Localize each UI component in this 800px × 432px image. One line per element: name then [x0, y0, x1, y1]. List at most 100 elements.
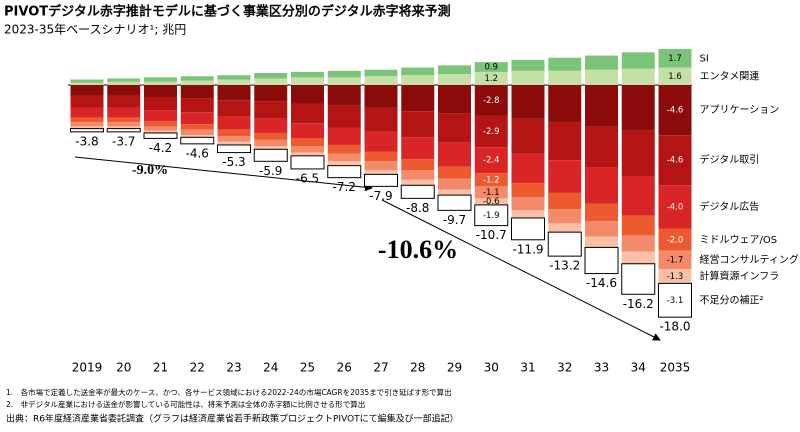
bar-segment [548, 209, 582, 224]
bar-segment [217, 141, 251, 145]
bar-segment [621, 263, 656, 295]
bar-segment [107, 85, 141, 96]
bar-segment [254, 85, 288, 102]
value-label: -2.4 [483, 156, 500, 166]
value-label: 1.7 [668, 54, 682, 64]
bar-segment [474, 186, 508, 199]
bar-segment [658, 135, 692, 186]
bar-segment [474, 115, 508, 148]
x-tick-label: 31 [520, 361, 535, 375]
total-label: -5.9 [259, 164, 282, 178]
bar-segment [70, 82, 104, 85]
value-label: -1.3 [667, 272, 684, 282]
trend-arrow [381, 199, 661, 341]
bar-segment [511, 183, 545, 198]
bar-segment [180, 124, 214, 130]
bar-segment [511, 118, 545, 154]
bar-segment [401, 179, 435, 186]
bar-segment [70, 128, 104, 133]
bar-segment [364, 161, 398, 171]
bar-segment [106, 128, 141, 133]
bar-segment [143, 132, 178, 139]
bar-segment [70, 126, 104, 129]
total-label: -7.9 [369, 189, 392, 203]
x-tick-label: 27 [373, 361, 388, 375]
x-tick-label: 2035 [660, 361, 691, 375]
bar-segment [511, 85, 545, 119]
bar-segment [327, 153, 361, 162]
value-label: 1.2 [484, 74, 498, 84]
bar-segment [658, 250, 692, 270]
bar-segment [658, 85, 692, 136]
bar-segment [254, 132, 288, 140]
x-tick-label: 33 [594, 361, 609, 375]
bar-segment [658, 228, 692, 251]
bar-segment [548, 70, 582, 85]
total-label: -3.8 [75, 134, 98, 148]
bar-segment [401, 85, 435, 112]
bar-segment [217, 136, 251, 142]
bar-segment [585, 126, 618, 168]
bar-segment [511, 197, 545, 211]
bar-segment [144, 96, 177, 111]
bar-segment [217, 116, 251, 130]
bar-segment [437, 194, 472, 211]
bar-segment [474, 198, 508, 205]
bar-segment [217, 100, 251, 117]
bar-segment [327, 85, 361, 106]
legend-label: 不足分の補正² [700, 293, 764, 306]
legend-label: 経営コンサルティング [700, 253, 799, 266]
bar-segment [548, 223, 582, 233]
bar-segment [621, 215, 655, 236]
bar-segment [291, 77, 324, 85]
bar-segment [291, 138, 324, 147]
value-label: -2.9 [483, 127, 500, 137]
total-label: -3.7 [112, 134, 135, 148]
bar-segment [107, 122, 141, 127]
bar-segment [364, 69, 398, 77]
bar-segment [253, 148, 288, 162]
bar-segment [401, 75, 435, 85]
annotation: -9.0% [132, 163, 168, 178]
bar-segment [180, 85, 214, 99]
total-label: -9.7 [443, 213, 466, 227]
bar-segment [474, 62, 508, 72]
bar-segment [438, 142, 471, 167]
annotation: -10.6% [378, 235, 458, 264]
chart-subtitle: 2023-35年ベースシナリオ¹; 兆円 [4, 23, 186, 37]
bar-segment [144, 130, 177, 133]
bar-segment [144, 81, 177, 85]
bar-segment [180, 136, 215, 145]
trend-arrow [74, 156, 373, 192]
bar-segment [548, 122, 582, 161]
bar-segment [254, 118, 288, 133]
total-label: -18.0 [659, 320, 690, 334]
bar-segment [364, 173, 398, 187]
bar-segment [254, 139, 288, 147]
bar-segment [511, 153, 545, 184]
bar-segment [438, 85, 471, 114]
bar-segment [364, 107, 398, 132]
bar-segment [585, 221, 618, 237]
x-tick-label: 24 [263, 361, 278, 375]
bar-segment [401, 67, 435, 76]
bar-segment [291, 123, 324, 139]
bar-segment [438, 113, 471, 143]
bar-segment [107, 107, 141, 118]
bar-segment [180, 129, 214, 136]
bar-segment [327, 165, 362, 179]
bar-segment [548, 57, 582, 71]
bar-segment [254, 78, 288, 85]
bar-segment [585, 167, 618, 204]
bar-segment [438, 178, 471, 190]
bar-segment [548, 85, 582, 123]
x-tick-label: 23 [226, 361, 241, 375]
bar-segment [70, 95, 104, 108]
bar-segment [70, 107, 104, 118]
bar-segment [364, 170, 398, 175]
bar-segment [291, 71, 324, 78]
bar-segment [180, 112, 214, 125]
bar-segment [438, 74, 471, 85]
bar-segment [291, 146, 324, 153]
total-label: -14.6 [586, 276, 617, 290]
